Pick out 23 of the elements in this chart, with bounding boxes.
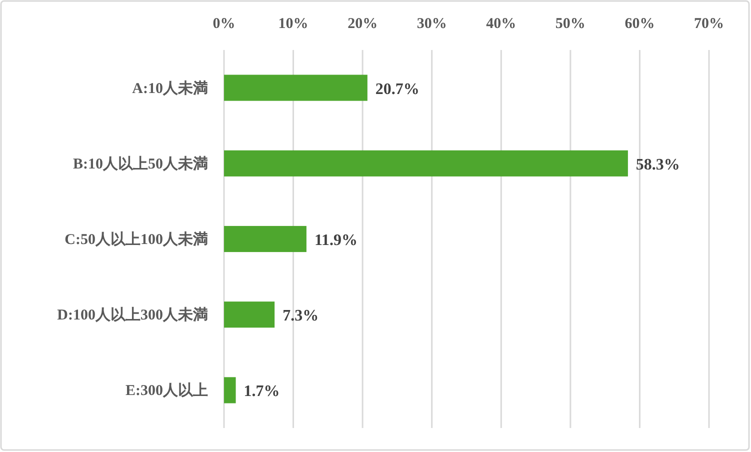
y-tick-label: A:10人未満 bbox=[132, 80, 208, 97]
x-tick-label: 70% bbox=[694, 16, 724, 32]
bar bbox=[224, 377, 236, 404]
bar bbox=[224, 226, 306, 252]
x-tick-label: 40% bbox=[486, 16, 516, 32]
bar bbox=[224, 150, 628, 176]
y-tick-label: E:300人以上 bbox=[126, 382, 208, 400]
bar bbox=[224, 74, 368, 101]
x-tick-label: 60% bbox=[624, 16, 655, 32]
data-label: 1.7% bbox=[244, 383, 280, 400]
x-tick-label: 50% bbox=[555, 16, 586, 32]
y-tick-label: C:50人以上100人未満 bbox=[64, 231, 208, 248]
data-label: 11.9% bbox=[314, 232, 358, 249]
y-tick-label: D:100人以上300人未満 bbox=[57, 306, 208, 324]
data-label: 58.3% bbox=[636, 156, 680, 174]
x-tick-label: 30% bbox=[416, 16, 447, 32]
data-label: 7.3% bbox=[282, 308, 319, 325]
x-tick-label: 20% bbox=[348, 16, 378, 32]
x-tick-label: 10% bbox=[278, 16, 308, 32]
y-tick-label: B:10人以上50人未満 bbox=[73, 155, 208, 172]
x-tick-label: 0% bbox=[212, 16, 236, 32]
data-label: 20.7% bbox=[375, 80, 420, 98]
bar bbox=[224, 302, 275, 328]
